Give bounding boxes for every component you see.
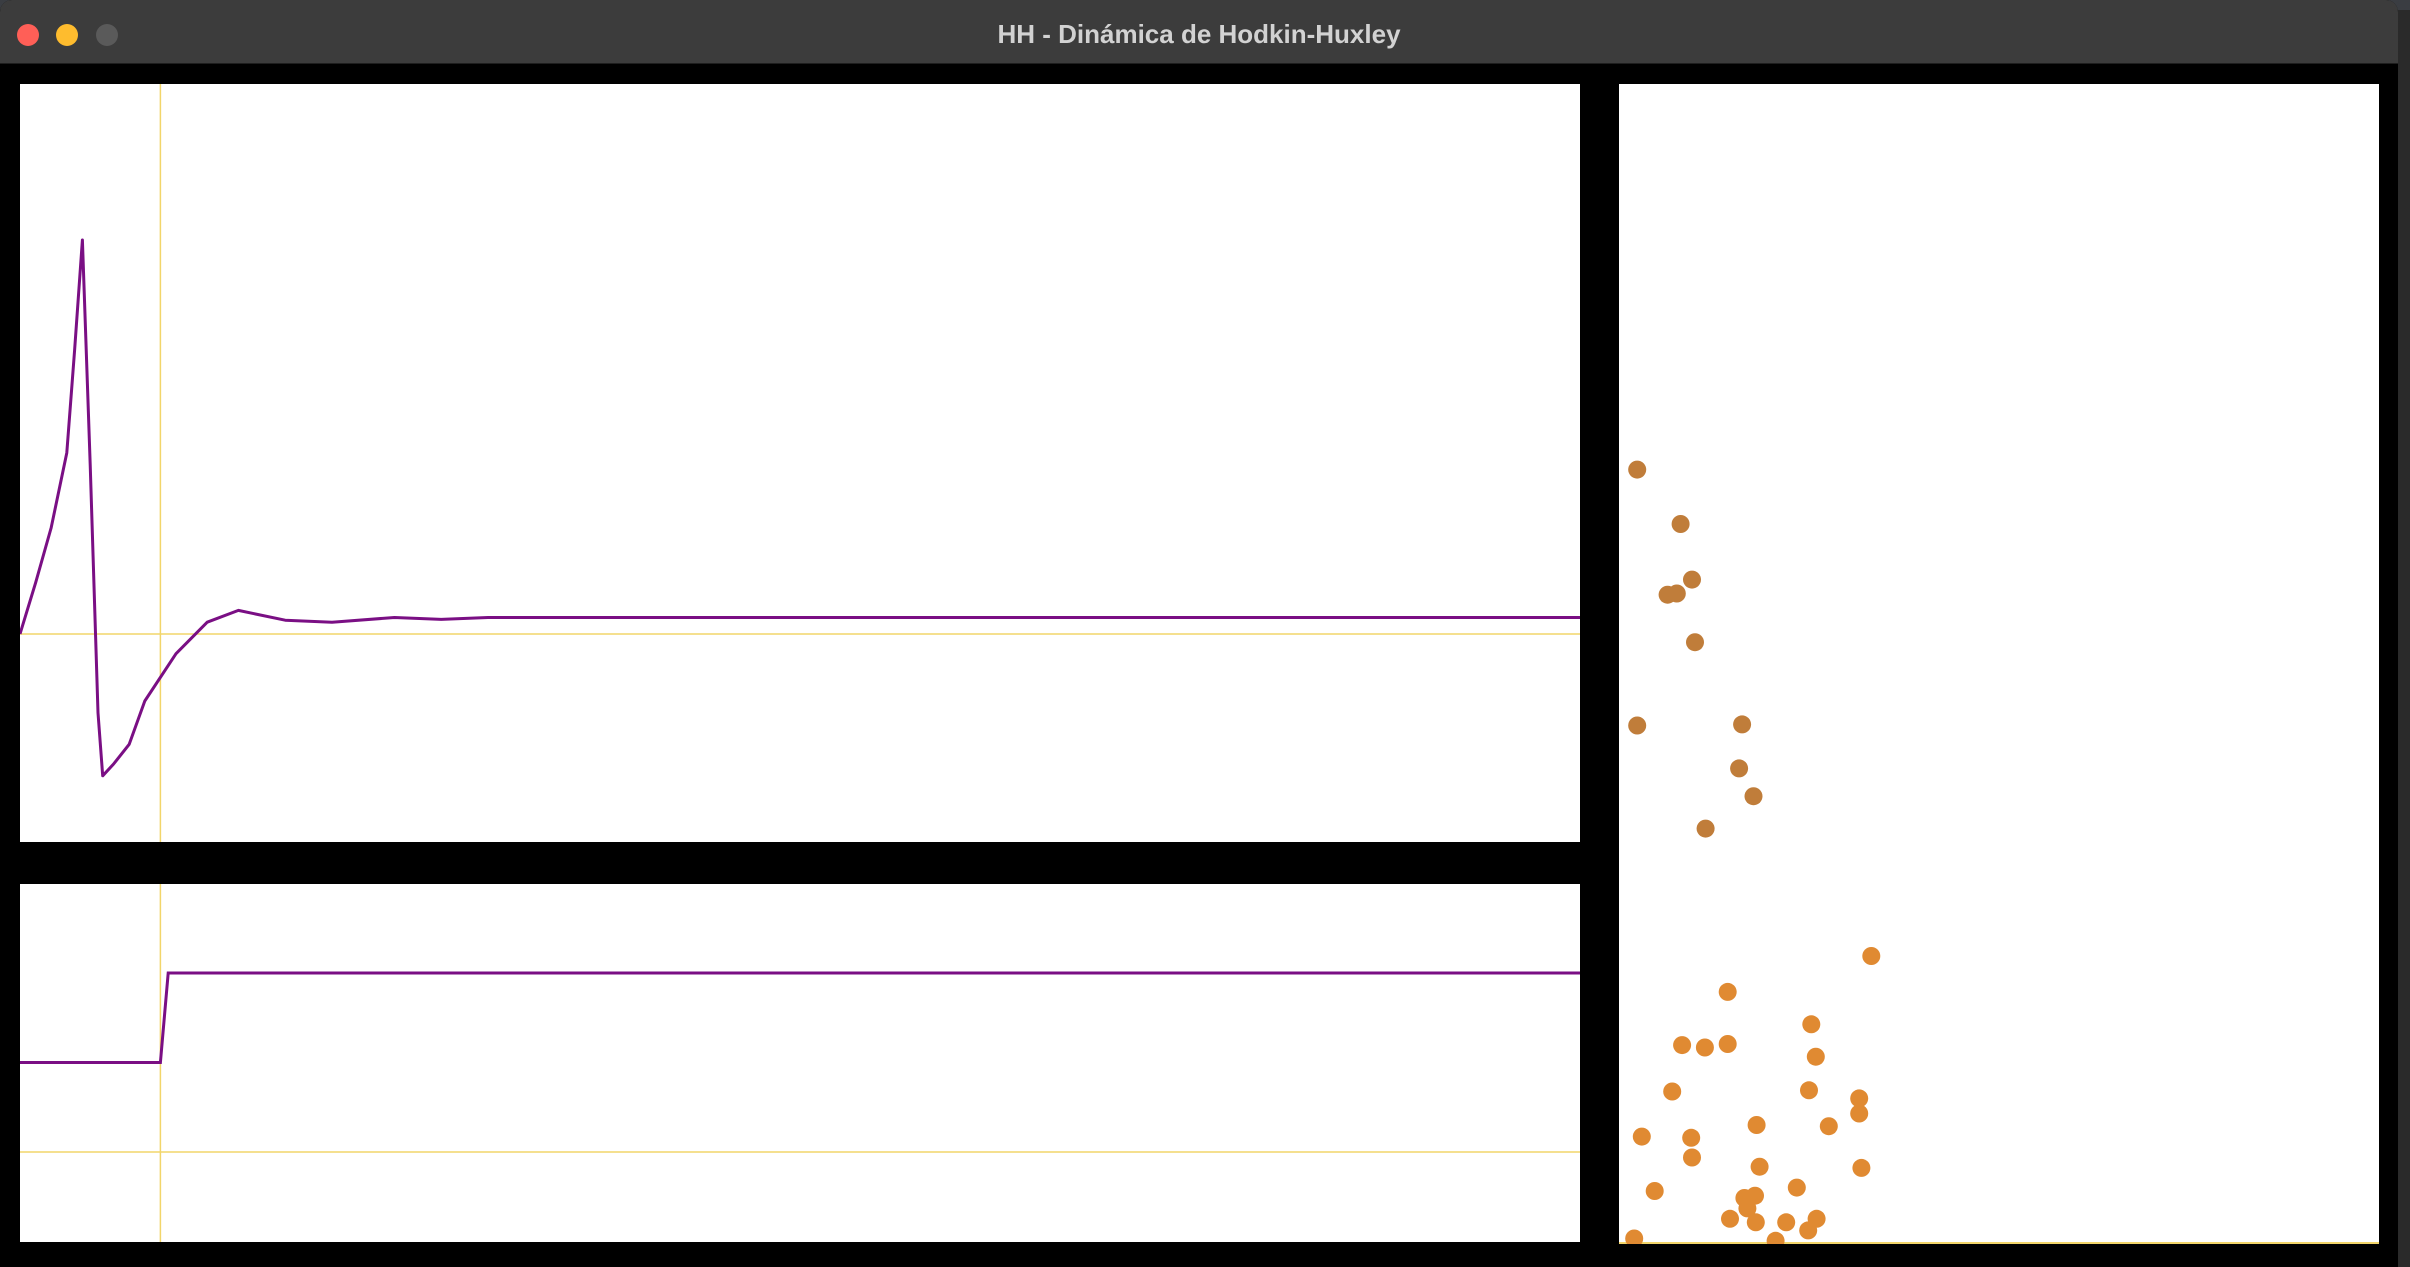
close-window-button[interactable] <box>17 24 39 46</box>
stimulus-current-canvas <box>20 884 1580 1242</box>
scatter-point <box>1686 633 1704 652</box>
particle-scatter-canvas <box>1619 460 2379 1244</box>
current-trace <box>20 971 1580 1064</box>
scatter-point <box>1718 982 1737 1001</box>
scatter-point <box>1628 460 1647 479</box>
scatter-point <box>1777 1213 1796 1232</box>
scatter-point <box>1747 1116 1766 1134</box>
scatter-point <box>1787 1178 1806 1197</box>
scatter-point <box>1799 1221 1818 1240</box>
scatter-point <box>1862 947 1881 965</box>
scatter-point <box>1625 1229 1644 1244</box>
membrane-voltage-canvas <box>20 84 1580 842</box>
scatter-point <box>1750 1157 1769 1176</box>
scatter-point <box>1632 1127 1651 1146</box>
scatter-point <box>1850 1089 1869 1108</box>
minimize-window-button[interactable] <box>56 24 78 46</box>
scatter-point <box>1850 1104 1869 1123</box>
scatter-point <box>1671 515 1690 533</box>
scatter-point <box>1730 759 1749 778</box>
window-title: HH - Dinámica de Hodkin-Huxley <box>997 19 1401 49</box>
scatter-point <box>1663 1082 1682 1101</box>
scatter-point <box>1800 1081 1818 1100</box>
scatter-point <box>1696 819 1715 838</box>
title-bar[interactable]: HH - Dinámica de Hodkin-Huxley <box>0 0 2398 64</box>
scatter-point <box>1852 1158 1871 1177</box>
stimulus-current-plot <box>20 884 1580 1242</box>
scatter-point <box>1695 1038 1714 1057</box>
particle-scatter-plot <box>1619 84 2379 1244</box>
scatter-point <box>1738 1199 1757 1218</box>
scatter-point <box>1819 1117 1838 1136</box>
scatter-point <box>1744 787 1763 806</box>
voltage-trace <box>20 238 1580 778</box>
scatter-point <box>1746 1213 1765 1232</box>
scatter-point <box>1673 1036 1692 1055</box>
scatter-point <box>1721 1209 1739 1228</box>
scatter-point <box>1645 1182 1664 1200</box>
membrane-voltage-plot <box>20 84 1580 842</box>
scatter-point <box>1802 1015 1821 1034</box>
scatter-point <box>1806 1047 1825 1066</box>
scatter-point <box>1628 716 1647 735</box>
scatter-points-group <box>1625 460 1881 1244</box>
scatter-point <box>1683 1148 1701 1167</box>
scatter-point <box>1682 1128 1701 1147</box>
scatter-point <box>1733 715 1752 734</box>
scatter-point <box>1766 1231 1785 1244</box>
scatter-point <box>1718 1035 1737 1053</box>
scatter-point <box>1667 584 1686 603</box>
maximize-window-button[interactable] <box>96 24 118 46</box>
scatter-point <box>1683 570 1701 589</box>
